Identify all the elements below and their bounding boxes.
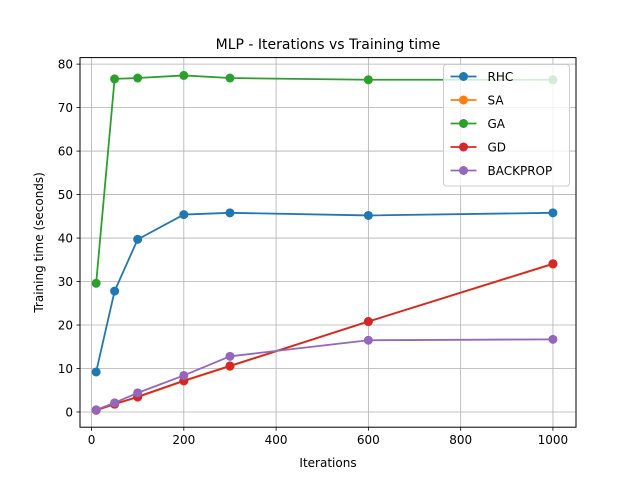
legend-label-rhc: RHC	[488, 70, 514, 84]
data-point-rhc	[363, 210, 373, 220]
series-backprop	[91, 334, 558, 415]
legend-item-backprop: BACKPROP	[450, 164, 553, 178]
data-point-ga	[91, 278, 101, 288]
data-point-backprop	[548, 334, 558, 344]
x-tick-label: 400	[265, 433, 288, 447]
series-line-backprop	[95, 338, 553, 411]
data-point-backprop	[110, 398, 120, 408]
legend: RHC SA GA GD BACKPROP	[443, 64, 570, 187]
legend-label-gd: GD	[488, 141, 507, 155]
y-tick-label: 30	[58, 275, 73, 289]
y-tick-label: 10	[58, 362, 73, 376]
chart-title: MLP - Iterations vs Training time	[216, 37, 441, 53]
series-line-rhc	[95, 211, 553, 373]
data-point-ga	[179, 70, 189, 80]
x-axis: 0 200 400 600 800 1000	[88, 427, 568, 447]
data-point-rhc	[133, 234, 143, 244]
x-axis-label: Iterations	[299, 456, 356, 470]
data-point-gd	[225, 361, 235, 371]
y-tick-label: 70	[58, 101, 73, 115]
legend-item-gd: GD	[450, 141, 507, 155]
data-point-gd	[548, 259, 558, 269]
data-point-backprop	[91, 405, 101, 415]
data-point-rhc	[179, 210, 189, 220]
series-layer	[91, 70, 558, 415]
series-ga	[91, 70, 558, 288]
y-tick-label: 50	[58, 188, 73, 202]
data-point-gd	[363, 317, 373, 327]
data-point-ga	[133, 73, 143, 83]
series-rhc	[91, 208, 558, 377]
y-tick-label: 80	[58, 58, 73, 72]
data-point-rhc	[110, 286, 120, 296]
x-tick-label: 800	[449, 433, 472, 447]
x-tick-label: 1000	[538, 433, 569, 447]
legend-label-backprop: BACKPROP	[488, 164, 553, 178]
data-point-ga	[110, 74, 120, 84]
x-tick-label: 0	[88, 433, 96, 447]
data-point-backprop	[363, 335, 373, 345]
data-point-backprop	[225, 351, 235, 361]
y-axis-label: Training time (seconds)	[32, 172, 46, 314]
y-tick-label: 20	[58, 319, 73, 333]
legend-marker-rhc	[459, 72, 468, 81]
y-tick-label: 40	[58, 232, 73, 246]
legend-item-rhc: RHC	[450, 70, 514, 84]
data-point-rhc	[548, 208, 558, 218]
plot-area-frame	[79, 57, 577, 428]
series-sa	[91, 259, 558, 415]
data-point-ga	[225, 73, 235, 83]
legend-marker-gd	[459, 142, 468, 152]
data-point-rhc	[225, 208, 235, 218]
data-point-ga	[363, 75, 373, 85]
data-point-rhc	[91, 367, 101, 377]
series-gd	[91, 259, 558, 415]
y-tick-label: 60	[58, 145, 73, 159]
legend-box	[443, 64, 570, 187]
legend-marker-sa	[459, 95, 468, 105]
legend-item-ga: GA	[450, 117, 506, 131]
data-point-backprop	[179, 370, 189, 380]
legend-label-ga: GA	[488, 117, 506, 131]
x-tick-label: 200	[172, 433, 195, 447]
legend-marker-backprop	[459, 166, 468, 175]
series-line-gd	[95, 262, 554, 412]
x-tick-label: 600	[357, 433, 380, 447]
y-axis: 0 10 20 30 40 50 60 70 80	[58, 58, 80, 419]
legend-label-sa: SA	[488, 94, 505, 108]
data-point-backprop	[133, 388, 143, 398]
legend-item-sa: SA	[450, 94, 505, 108]
legend-marker-ga	[459, 119, 468, 128]
y-tick-label: 0	[65, 405, 73, 419]
